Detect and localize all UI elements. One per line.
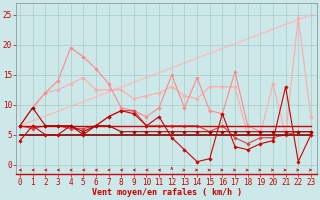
X-axis label: Vent moyen/en rafales ( km/h ): Vent moyen/en rafales ( km/h ): [92, 188, 242, 197]
